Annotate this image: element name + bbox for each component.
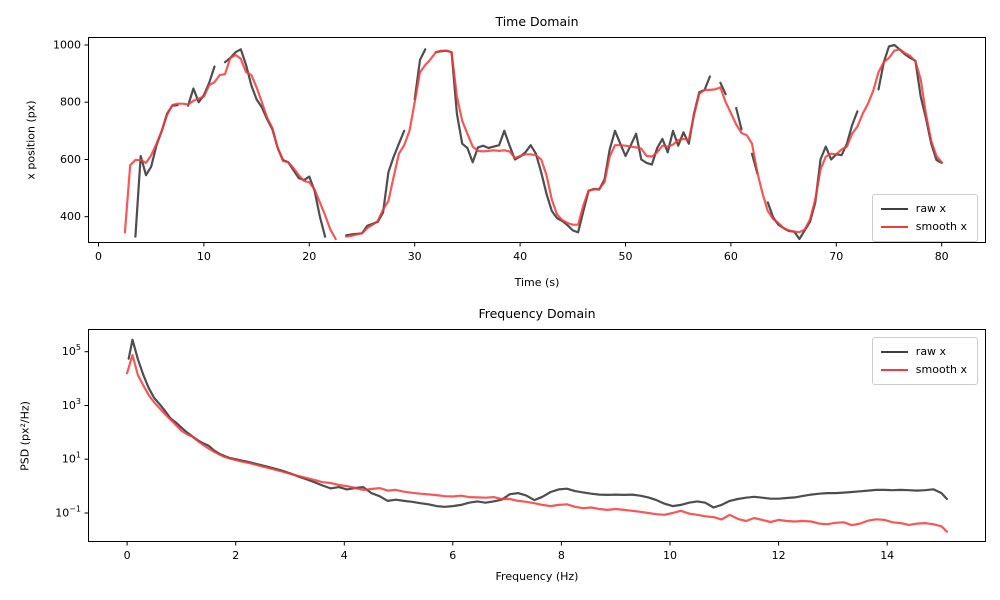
x-tick-label: 6: [449, 549, 456, 562]
y-tick-label: 105: [62, 343, 81, 358]
x-tick-label: 70: [829, 250, 843, 263]
legend-label: smooth x: [915, 220, 967, 234]
x-tick-label: 60: [724, 250, 738, 263]
x-tick-label: 50: [619, 250, 633, 263]
time-domain-legend: raw x smooth x: [871, 194, 978, 243]
x-tick-label: 2: [232, 549, 239, 562]
x-tick-label: 30: [408, 250, 422, 263]
y-tick-label: 600: [60, 153, 81, 166]
legend-entry-smooth-x: smooth x: [880, 361, 967, 379]
frequency-domain-title: Frequency Domain: [478, 306, 596, 321]
x-tick-label: 20: [302, 250, 316, 263]
legend-label: raw x: [915, 202, 947, 215]
y-tick-label: 400: [60, 210, 81, 223]
x-tick-label: 4: [341, 549, 348, 562]
x-tick-label: 80: [935, 250, 949, 263]
legend-label: smooth x: [915, 363, 967, 377]
y-tick-label: 101: [62, 451, 81, 466]
smooth-x-line-swatch: [880, 226, 908, 229]
legend-entry-raw-x: raw x: [880, 343, 967, 361]
x-tick-label: 14: [880, 549, 894, 562]
legend-entry-smooth-x: smooth x: [880, 218, 967, 236]
raw-x-line-frequency-domain: [127, 338, 948, 509]
frequency-domain-xlabel: Frequency (Hz): [495, 570, 579, 583]
x-tick-label: 10: [197, 250, 211, 263]
y-tick-label: 10−1: [55, 505, 81, 520]
x-tick-label: 10: [663, 549, 677, 562]
x-tick-label: 8: [558, 549, 565, 562]
y-tick-label: 103: [62, 397, 81, 412]
frequency-domain-frame: [88, 329, 986, 542]
legend-entry-raw-x: raw x: [880, 200, 967, 218]
smooth-x-line-frequency-domain: [126, 354, 948, 533]
x-tick-label: 12: [772, 549, 786, 562]
frequency-domain-legend: raw x smooth x: [871, 337, 978, 386]
time-domain-title: Time Domain: [495, 14, 579, 29]
y-tick-label: 1000: [53, 39, 81, 52]
raw-x-line-swatch: [880, 208, 908, 211]
frequency-domain-ylabel: PSD (px²/Hz): [18, 401, 32, 471]
x-tick-label: 40: [513, 250, 527, 263]
y-tick-label: 800: [60, 96, 81, 109]
time-domain-xlabel: Time (s): [514, 276, 560, 289]
raw-x-line-time-domain: [134, 43, 943, 241]
x-tick-label: 0: [95, 250, 102, 263]
legend-label: raw x: [915, 345, 947, 358]
time-domain-frame: [88, 37, 986, 243]
x-tick-label: 0: [124, 549, 131, 562]
smooth-x-line-swatch: [880, 369, 908, 372]
time-domain-ylabel: x position (px): [24, 100, 38, 180]
smooth-x-line-time-domain: [123, 48, 943, 241]
raw-x-line-swatch: [880, 351, 908, 354]
